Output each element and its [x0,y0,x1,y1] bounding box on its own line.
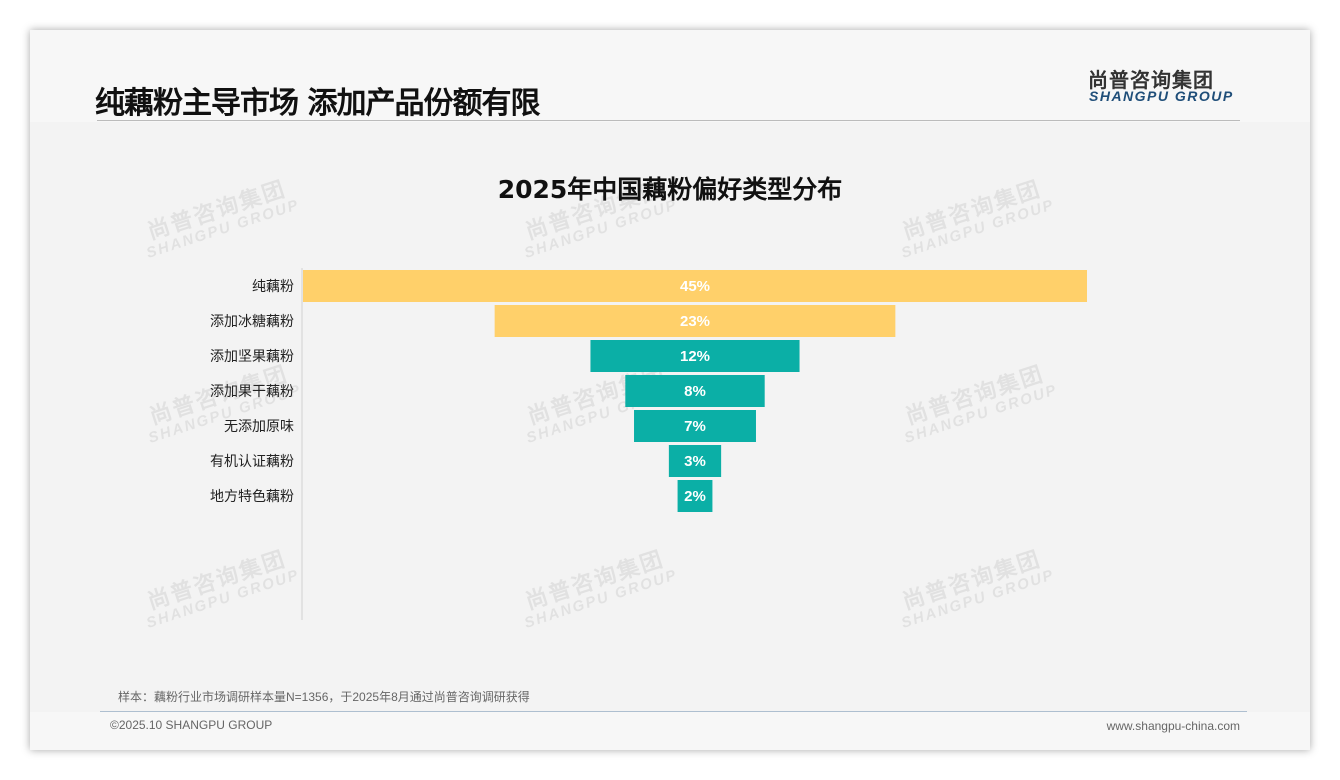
header-bar [30,30,1310,122]
title-divider [97,120,1240,121]
logo-english: SHANGPU GROUP [1089,88,1234,104]
category-label: 有机认证藕粉 [210,454,294,470]
copyright: ©2025.10 SHANGPU GROUP [110,718,273,732]
category-label: 添加果干藕粉 [210,384,294,400]
category-label: 添加坚果藕粉 [210,349,294,365]
sample-note: 样本：藕粉行业市场调研样本量N=1356，于2025年8月通过尚普咨询调研获得 [118,690,530,704]
logo-chinese: 尚普咨询集团 [1088,70,1214,92]
chart-title: 2025年中国藕粉偏好类型分布 [497,175,843,204]
funnel-bar [303,270,1087,302]
footer-divider [100,711,1247,712]
page-title: 纯藕粉主导市场 添加产品份额有限 [95,86,540,121]
data-label: 8% [684,383,706,400]
data-label: 7% [684,418,706,435]
funnel-bar [677,480,713,512]
data-label: 12% [680,348,710,365]
slide: 纯藕粉主导市场 添加产品份额有限 尚普咨询集团 SHANGPU GROUP 20… [30,30,1310,750]
category-label: 添加冰糖藕粉 [210,314,294,330]
funnel-bar [590,340,800,372]
funnel-bar [494,305,896,337]
data-label: 3% [684,453,706,470]
funnel-bar [668,445,722,477]
data-label: 2% [684,488,706,505]
funnel-bar [625,375,765,407]
funnel-bar [634,410,756,442]
data-label: 23% [680,313,710,330]
data-label: 45% [680,278,710,295]
website-url: www.shangpu-china.com [1106,719,1240,733]
category-label: 无添加原味 [224,419,294,435]
category-label: 纯藕粉 [252,279,294,295]
footer-bar [30,712,1310,750]
category-label: 地方特色藕粉 [210,488,294,505]
funnel-chart: 45% 纯藕粉 23% 添加冰糖藕粉 12% 添加坚果藕粉 8% 添加果干藕粉 7% 无添加原味 3… [210,268,1087,620]
